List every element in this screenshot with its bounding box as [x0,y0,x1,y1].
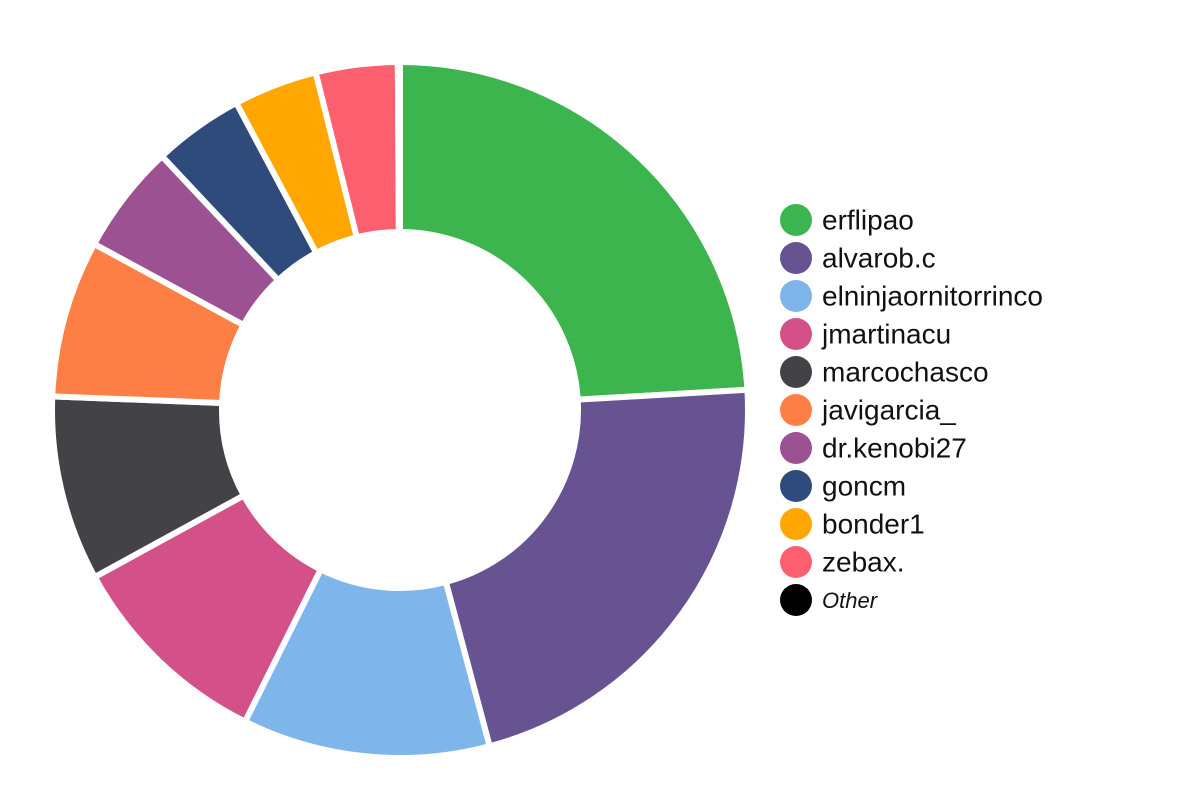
legend-label: elninjaornitorrinco [822,280,1043,311]
legend-label: goncm [822,470,906,501]
donut-slice [397,58,751,403]
legend-label: zebax. [822,546,905,577]
legend-marker [780,432,812,464]
donut-slice [394,58,403,236]
legend-marker [780,280,812,312]
donut-slice [241,565,494,761]
legend-marker [780,318,812,350]
legend-marker [780,584,812,616]
legend-label: bonder1 [822,508,925,539]
legend-label: erflipao [822,204,914,235]
legend-marker [780,242,812,274]
legend-label: jmartinacu [821,318,951,349]
legend-label: alvarob.c [822,242,936,273]
legend-marker [780,508,812,540]
legend-marker [780,470,812,502]
legend-marker [780,394,812,426]
legend-marker [780,546,812,578]
legend-label: Other [822,588,879,613]
donut-slice [442,386,751,750]
legend-label: dr.kenobi27 [822,432,967,463]
legend-label: marcochasco [822,356,989,387]
legend-marker [780,204,812,236]
legend-marker [780,356,812,388]
legend-label: javigarcia_ [821,394,956,425]
